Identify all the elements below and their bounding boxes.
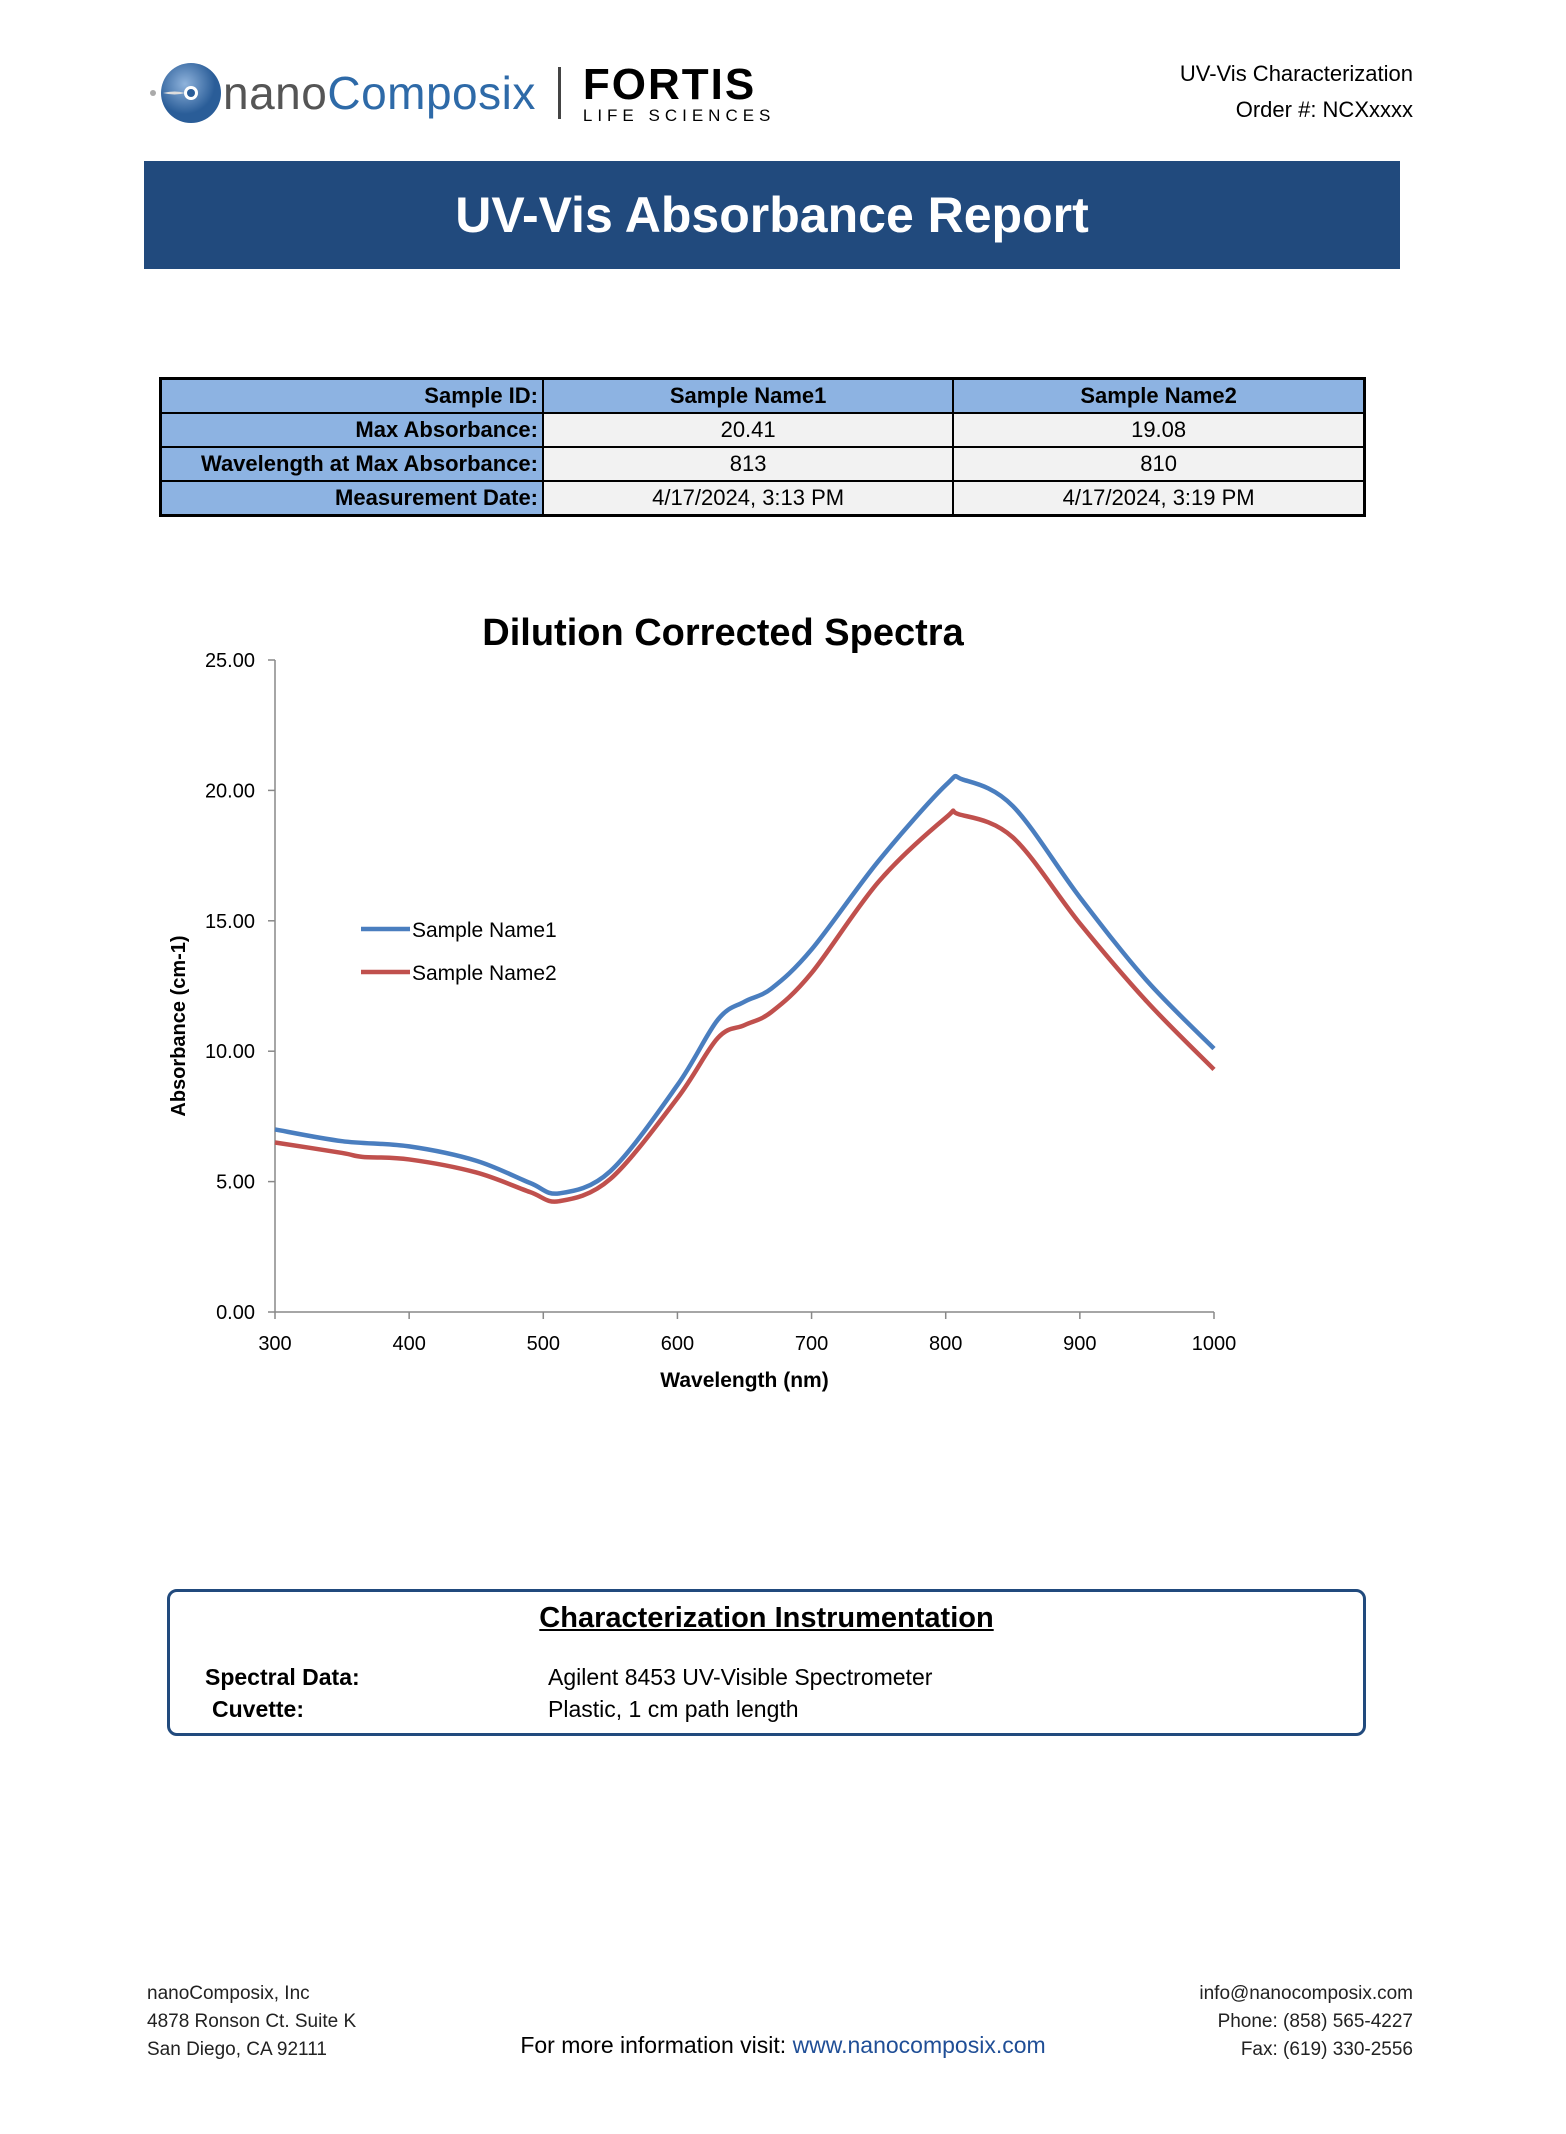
table-cell: 20.41 [541,412,955,448]
instrumentation-box: Characterization Instrumentation Spectra… [167,1589,1366,1736]
instrumentation-title: Characterization Instrumentation [539,1602,994,1634]
footer-address2: San Diego, CA 92111 [147,2039,327,2060]
report-title-banner: UV-Vis Absorbance Report [144,161,1400,269]
instr-label: Cuvette: [212,1696,305,1722]
x-tick-label: 1000 [1192,1333,1237,1355]
table-row: Wavelength at Max Absorbance: 813 810 [159,446,1366,482]
logo-divider [557,67,561,119]
summary-table: Sample ID: Sample Name1 Sample Name2 Max… [159,377,1366,517]
series-line-2 [274,808,1216,1204]
y-tick-label: 5.00 [216,1172,255,1194]
footer-email[interactable]: info@nanocomposix.com [1199,1983,1413,2004]
logo: nanoComposix FORTIS LIFE SCIENCES [145,58,775,128]
logo-nano: nano [223,67,328,119]
x-tick-label: 400 [392,1333,425,1355]
footer-fax: Fax: (619) 330-2556 [1240,2039,1413,2060]
table-cell: 19.08 [952,412,1366,448]
y-tick-label: 10.00 [205,1041,255,1063]
footer-phone: Phone: (858) 565-4227 [1217,2011,1413,2032]
y-tick-label: 0.00 [216,1302,255,1324]
row-label: Measurement Date: [159,480,544,517]
x-tick-label: 800 [929,1333,962,1355]
table-cell: 813 [541,446,955,482]
x-tick-label: 600 [661,1333,694,1355]
table-cell: 4/17/2024, 3:13 PM [541,480,955,517]
x-axis-label: Wavelength (nm) [660,1369,828,1392]
footer-address1: 4878 Ronson Ct. Suite K [147,2011,357,2032]
footer-more-info: For more information visit: www.nanocomp… [0,2032,1566,2059]
report-type: UV-Vis Characterization [1179,61,1413,86]
more-info-text: For more information visit: [520,2032,787,2058]
column-header: Sample Name2 [952,377,1366,414]
x-tick-label: 300 [258,1333,291,1355]
row-label: Max Absorbance: [159,412,544,448]
footer-company: nanoComposix, Inc [147,1983,310,2004]
legend-label: Sample Name2 [412,962,557,985]
row-label: Wavelength at Max Absorbance: [159,446,544,482]
table-cell: 810 [952,446,1366,482]
x-tick-label: 500 [527,1333,560,1355]
x-tick-label: 900 [1063,1333,1096,1355]
table-row: Sample ID: Sample Name1 Sample Name2 [159,377,1366,414]
spectra-chart: 0.00 5.00 10.00 15.00 20.00 25.00 300 400 500 600… [168,650,1237,1392]
fortis-wordmark: FORTIS LIFE SCIENCES [582,59,776,125]
y-axis-label: Absorbance (cm-1) [168,935,190,1116]
order-number: Order #: NCXxxxx [1235,97,1413,122]
header-info: UV-Vis Characterization Order #: NCXxxxx [1180,56,1413,128]
table-row: Measurement Date: 4/17/2024, 3:13 PM 4/1… [159,480,1366,517]
page-title: UV-Vis Absorbance Report [455,187,1089,243]
y-tick-label: 25.00 [205,650,255,672]
instr-value: Agilent 8453 UV-Visible Spectrometer [548,1664,933,1690]
legend-label: Sample Name1 [412,919,557,942]
logo-fortis: FORTIS [582,59,757,109]
logo-fortis-sub: LIFE SCIENCES [582,105,776,125]
table-row: Max Absorbance: 20.41 19.08 [159,412,1366,448]
footer-contact: info@nanocomposix.com Phone: (858) 565-4… [1199,1980,1413,2064]
series-line-1 [274,773,1216,1196]
instr-label: Spectral Data: [205,1664,360,1690]
nanocomposix-logo-icon [150,63,221,123]
logo-composix: Composix [327,67,536,119]
y-tick-label: 20.00 [205,780,255,802]
y-tick-label: 15.00 [205,911,255,933]
x-tick-label: 700 [795,1333,828,1355]
nanocomposix-wordmark: nanoComposix [223,66,536,120]
row-label: Sample ID: [159,377,544,414]
footer-address: nanoComposix, Inc 4878 Ronson Ct. Suite … [147,1980,356,2064]
website-link[interactable]: www.nanocomposix.com [792,2032,1046,2058]
column-header: Sample Name1 [541,377,955,414]
instr-value: Plastic, 1 cm path length [548,1696,799,1722]
table-cell: 4/17/2024, 3:19 PM [952,480,1366,517]
chart-title: Dilution Corrected Spectra [482,612,964,654]
